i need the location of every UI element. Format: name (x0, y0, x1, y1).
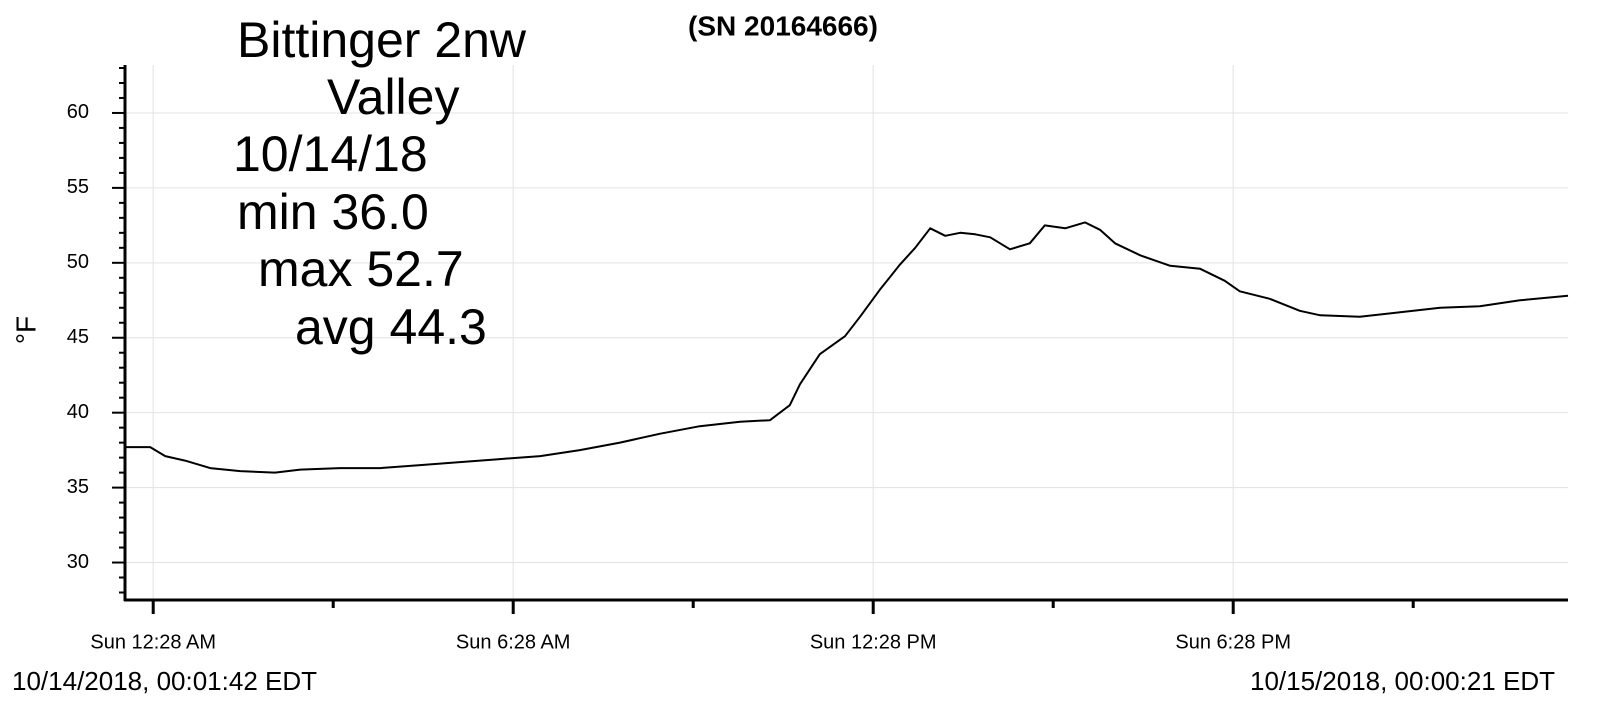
x-tick-label: Sun 12:28 PM (810, 631, 937, 653)
x-tick-label: Sun 12:28 AM (90, 631, 216, 653)
annotation: Bittinger 2nw (237, 12, 527, 68)
y-tick-label: 40 (67, 401, 89, 423)
annotation: 10/14/18 (233, 126, 428, 182)
annotation: max 52.7 (258, 241, 464, 297)
y-tick-label: 50 (67, 251, 89, 273)
y-tick-label: 35 (67, 476, 89, 498)
chart-title: (SN 20164666) (688, 10, 878, 41)
footer-start: 10/14/2018, 00:01:42 EDT (12, 666, 317, 696)
y-tick-label: 60 (67, 101, 89, 123)
x-tick-label: Sun 6:28 AM (456, 631, 571, 653)
annotation: Valley (327, 69, 459, 125)
y-tick-label: 45 (67, 326, 89, 348)
annotation: avg 44.3 (295, 299, 487, 355)
footer-end: 10/15/2018, 00:00:21 EDT (1250, 666, 1555, 696)
x-tick-label: Sun 6:28 PM (1175, 631, 1291, 653)
y-tick-label: 55 (67, 176, 89, 198)
y-axis-label: °F (10, 316, 41, 344)
data-line (125, 221, 1569, 474)
annotation: min 36.0 (237, 184, 429, 240)
y-tick-label: 30 (67, 551, 89, 573)
